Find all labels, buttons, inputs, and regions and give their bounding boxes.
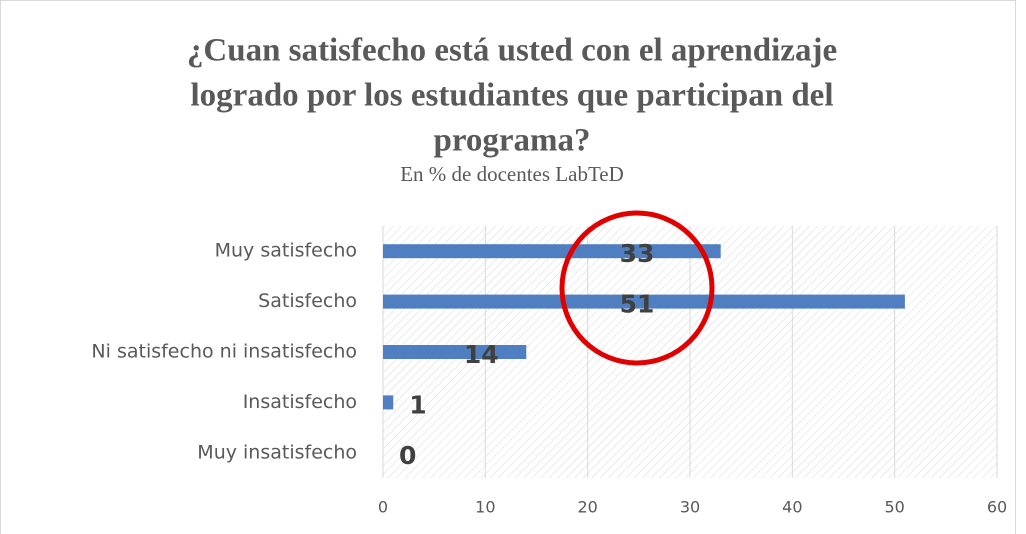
y-tick-label: Ni satisfecho ni insatisfecho (91, 341, 357, 363)
data-label: 0 (399, 441, 416, 470)
data-label: 14 (464, 340, 499, 369)
chart-subtitle: En % de docentes LabTeD (400, 162, 624, 186)
bar (383, 294, 905, 309)
chart-title: ¿Cuan satisfecho está usted con el apren… (187, 33, 837, 69)
chart-title: programa? (433, 123, 590, 159)
y-tick-label: Insatisfecho (243, 391, 357, 413)
y-tick-label: Satisfecho (258, 290, 357, 312)
y-tick-label: Muy insatisfecho (197, 441, 357, 463)
data-label: 33 (620, 239, 655, 268)
x-tick-label: 60 (987, 498, 1007, 517)
bar (383, 345, 527, 359)
data-label: 51 (620, 290, 655, 319)
x-tick-label: 0 (378, 498, 388, 517)
highlight-circle (559, 210, 715, 366)
chart-title: logrado por los estudiantes que particip… (191, 78, 834, 114)
x-tick-label: 20 (577, 498, 597, 517)
y-tick-label: Muy satisfecho (215, 240, 357, 262)
bar (383, 395, 394, 410)
x-tick-label: 50 (884, 498, 904, 517)
x-tick-label: 30 (680, 498, 700, 517)
x-tick-label: 40 (782, 498, 802, 517)
bar (383, 244, 721, 259)
x-tick-label: 10 (475, 498, 495, 517)
data-label: 1 (409, 390, 426, 419)
